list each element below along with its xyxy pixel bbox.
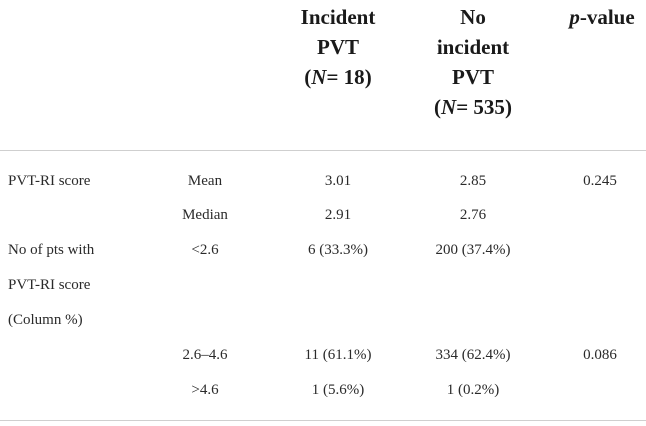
header-no-incident-n-value: = 535	[456, 95, 505, 119]
header-no-incident-line1: No	[460, 5, 486, 29]
row-incident-value: 2.91	[324, 207, 352, 223]
column-header-no-incident-pvt: No incident PVT (N= 535)	[403, 2, 543, 122]
row-p-value: 0.086	[583, 347, 617, 363]
header-incident-n: (N= 18)	[304, 65, 372, 89]
header-no-incident-n-label: N	[441, 95, 457, 119]
row-stat: <2.6	[191, 242, 219, 258]
row-no-incident-value: 1 (0.2%)	[446, 382, 500, 398]
row-no-incident-value: 2.85	[459, 173, 487, 189]
header-incident-line1: Incident	[300, 5, 376, 29]
header-no-incident-line3: PVT	[452, 65, 494, 89]
row-stat: 2.6–4.6	[182, 347, 228, 363]
column-header-incident-pvt: Incident PVT (N= 18)	[268, 2, 408, 92]
header-incident-line2: PVT	[317, 35, 359, 59]
header-incident-n-value: = 18	[326, 65, 365, 89]
header-p-italic: p	[569, 5, 580, 29]
row-no-incident-value: 200 (37.4%)	[435, 242, 511, 258]
header-p-value-text: p-value	[558, 2, 646, 32]
row-incident-value: 11 (61.1%)	[304, 347, 372, 363]
row-no-incident-value: 2.76	[459, 207, 487, 223]
row-stat: Mean	[187, 173, 223, 189]
header-divider	[0, 150, 646, 151]
row-incident-value: 6 (33.3%)	[308, 242, 368, 258]
table-bottom-rule	[0, 420, 646, 421]
row-stat: >4.6	[191, 382, 219, 398]
row-label: (Column %)	[8, 312, 83, 328]
row-incident-value: 1 (5.6%)	[311, 382, 365, 398]
row-label: PVT-RI score	[8, 173, 91, 189]
header-no-incident-line2: incident	[436, 35, 510, 59]
row-label: No of pts with	[8, 242, 95, 258]
header-no-incident-n: (N= 535)	[434, 95, 512, 119]
row-no-incident-value: 334 (62.4%)	[435, 347, 511, 363]
header-incident-n-label: N	[311, 65, 327, 89]
row-stat: Median	[182, 207, 228, 223]
row-incident-value: 3.01	[324, 173, 352, 189]
row-label: PVT-RI score	[8, 277, 91, 293]
row-p-value: 0.245	[583, 173, 617, 189]
header-p-rest: -value	[579, 5, 635, 29]
column-header-p-value: p-value	[558, 2, 646, 32]
